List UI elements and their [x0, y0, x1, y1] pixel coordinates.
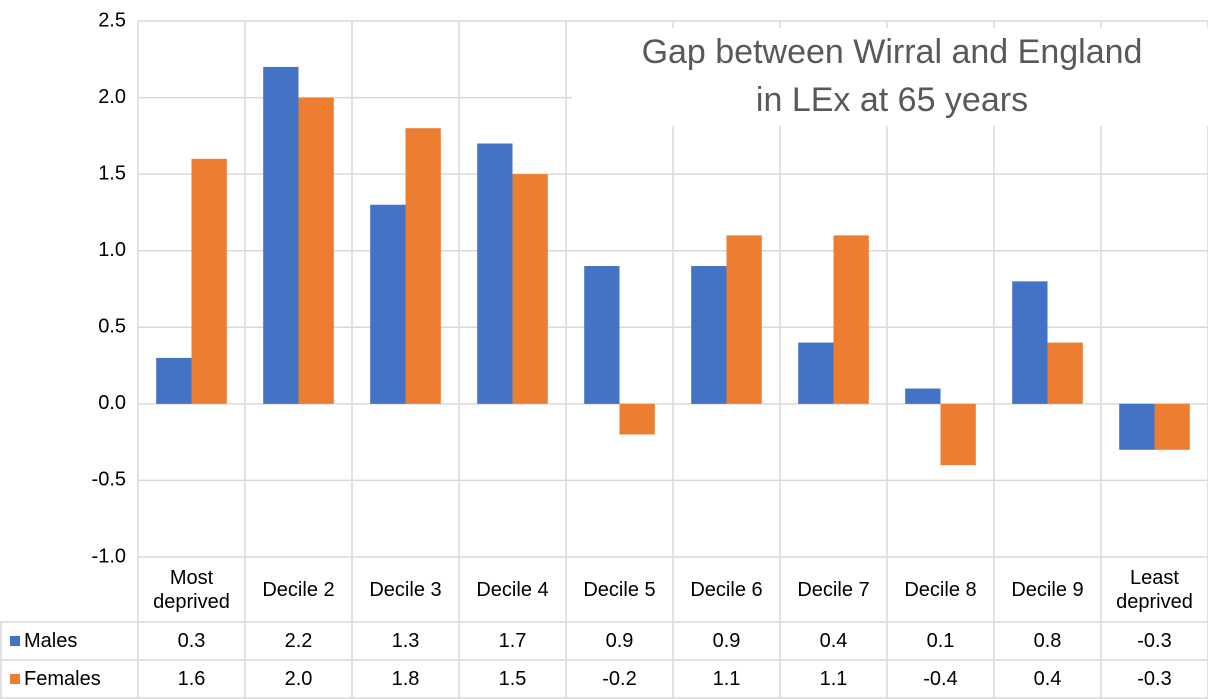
legend-label: Females: [24, 668, 101, 690]
chart-title: Gap between Wirral and England in LEx at…: [572, 28, 1208, 126]
bar: [512, 174, 548, 404]
table-value: 1.5: [498, 668, 527, 690]
y-tick-label: -1.0: [92, 545, 126, 567]
x-tick-label: Most deprived: [153, 566, 230, 613]
table-value: 1.1: [712, 668, 741, 690]
bar: [726, 235, 762, 404]
table-value: 1.7: [498, 630, 527, 652]
bar: [833, 235, 869, 404]
y-tick-label: 2.5: [98, 9, 126, 31]
bar: [1012, 281, 1048, 404]
bar: [191, 158, 227, 404]
bar: [156, 357, 192, 404]
bar: [798, 342, 834, 404]
bar: [263, 66, 299, 404]
table-value: -0.3: [1137, 630, 1172, 652]
x-tick-label: Decile 7: [797, 578, 870, 601]
table-value: 0.9: [712, 630, 741, 652]
bar: [584, 266, 620, 404]
table-value: 0.1: [926, 630, 955, 652]
table-value: 2.0: [284, 668, 313, 690]
legend-key: [10, 674, 20, 684]
table-value: -0.4: [923, 668, 958, 690]
y-tick-label: -0.5: [92, 469, 126, 491]
x-tick-label: Decile 6: [690, 578, 763, 601]
table-value: 0.3: [177, 630, 206, 652]
bar: [370, 204, 406, 404]
x-tick-label: Least deprived: [1116, 566, 1193, 613]
x-tick-label: Decile 8: [904, 578, 977, 601]
legend-entry: Males: [0, 622, 138, 660]
x-tick-label: Decile 2: [262, 578, 335, 601]
table-value: -0.3: [1137, 668, 1172, 690]
bar: [298, 97, 334, 404]
table-value: -0.2: [602, 668, 637, 690]
x-tick-label: Decile 3: [369, 578, 442, 601]
bar: [691, 266, 727, 404]
x-tick-label: Decile 9: [1011, 578, 1084, 601]
table-value: 0.4: [1033, 668, 1062, 690]
table-value: 1.1: [819, 668, 848, 690]
legend-label: Males: [24, 630, 78, 652]
table-value: 0.9: [605, 630, 634, 652]
table-value: 0.4: [819, 630, 848, 652]
bar: [619, 403, 655, 435]
x-tick-label: Decile 5: [583, 578, 656, 601]
bar: [1047, 342, 1083, 404]
y-tick-label: 0.0: [98, 392, 126, 414]
legend-key: [10, 636, 20, 646]
y-tick-label: 1.5: [98, 162, 126, 184]
x-tick-label: Decile 4: [476, 578, 549, 601]
bar: [1154, 403, 1190, 450]
table-value: 1.3: [391, 630, 420, 652]
table-value: 0.8: [1033, 630, 1062, 652]
y-tick-label: 1.0: [98, 239, 126, 261]
bar: [1119, 403, 1155, 450]
bar: [405, 128, 441, 404]
legend-entry: Females: [0, 660, 138, 698]
table-value: 1.6: [177, 668, 206, 690]
bar: [905, 388, 941, 404]
table-value: 1.8: [391, 668, 420, 690]
bar: [940, 403, 976, 466]
table-value: 2.2: [284, 630, 313, 652]
y-tick-label: 2.0: [98, 86, 126, 108]
bar: [477, 143, 513, 404]
y-tick-label: 0.5: [98, 316, 126, 338]
